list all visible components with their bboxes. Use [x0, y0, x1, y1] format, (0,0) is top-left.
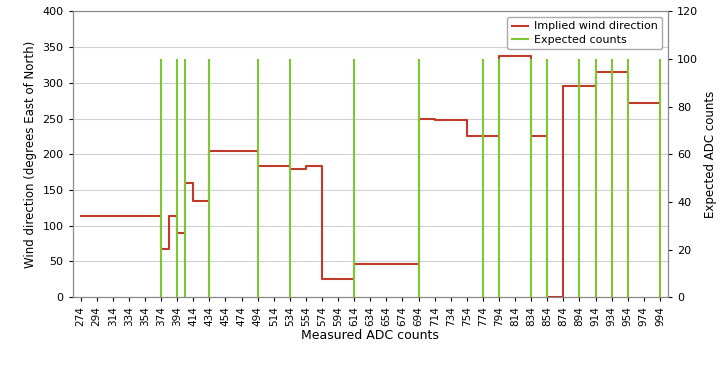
Legend: Implied wind direction, Expected counts: Implied wind direction, Expected counts [507, 17, 662, 49]
X-axis label: Measured ADC counts: Measured ADC counts [301, 329, 439, 342]
Y-axis label: Wind direction (degrees East of North): Wind direction (degrees East of North) [24, 41, 37, 268]
Y-axis label: Expected ADC counts: Expected ADC counts [703, 91, 717, 218]
